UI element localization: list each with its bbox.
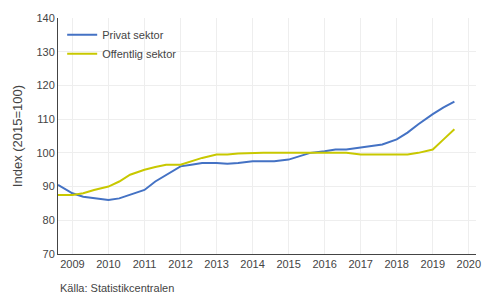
svg-text:80: 80 [43, 214, 55, 226]
svg-text:Privat sektor: Privat sektor [102, 29, 163, 41]
svg-text:70: 70 [43, 248, 55, 260]
svg-text:2016: 2016 [312, 258, 336, 270]
svg-text:2012: 2012 [168, 258, 192, 270]
svg-text:130: 130 [36, 46, 54, 58]
svg-text:2017: 2017 [348, 258, 372, 270]
svg-text:2014: 2014 [240, 258, 264, 270]
svg-text:2020: 2020 [457, 258, 481, 270]
svg-text:2018: 2018 [384, 258, 408, 270]
svg-text:2013: 2013 [204, 258, 228, 270]
svg-text:2019: 2019 [421, 258, 445, 270]
svg-text:Källa: Statistikcentralen: Källa: Statistikcentralen [60, 282, 174, 294]
svg-text:Offentlig sektor: Offentlig sektor [102, 48, 176, 60]
svg-text:2015: 2015 [276, 258, 300, 270]
svg-text:Index (2015=100): Index (2015=100) [10, 85, 25, 187]
svg-text:110: 110 [37, 113, 55, 125]
svg-text:100: 100 [36, 147, 54, 159]
svg-text:120: 120 [36, 79, 54, 91]
svg-text:2009: 2009 [60, 258, 84, 270]
svg-text:90: 90 [43, 180, 55, 192]
svg-text:140: 140 [36, 12, 54, 24]
svg-text:2010: 2010 [96, 258, 120, 270]
svg-text:2011: 2011 [133, 258, 157, 270]
